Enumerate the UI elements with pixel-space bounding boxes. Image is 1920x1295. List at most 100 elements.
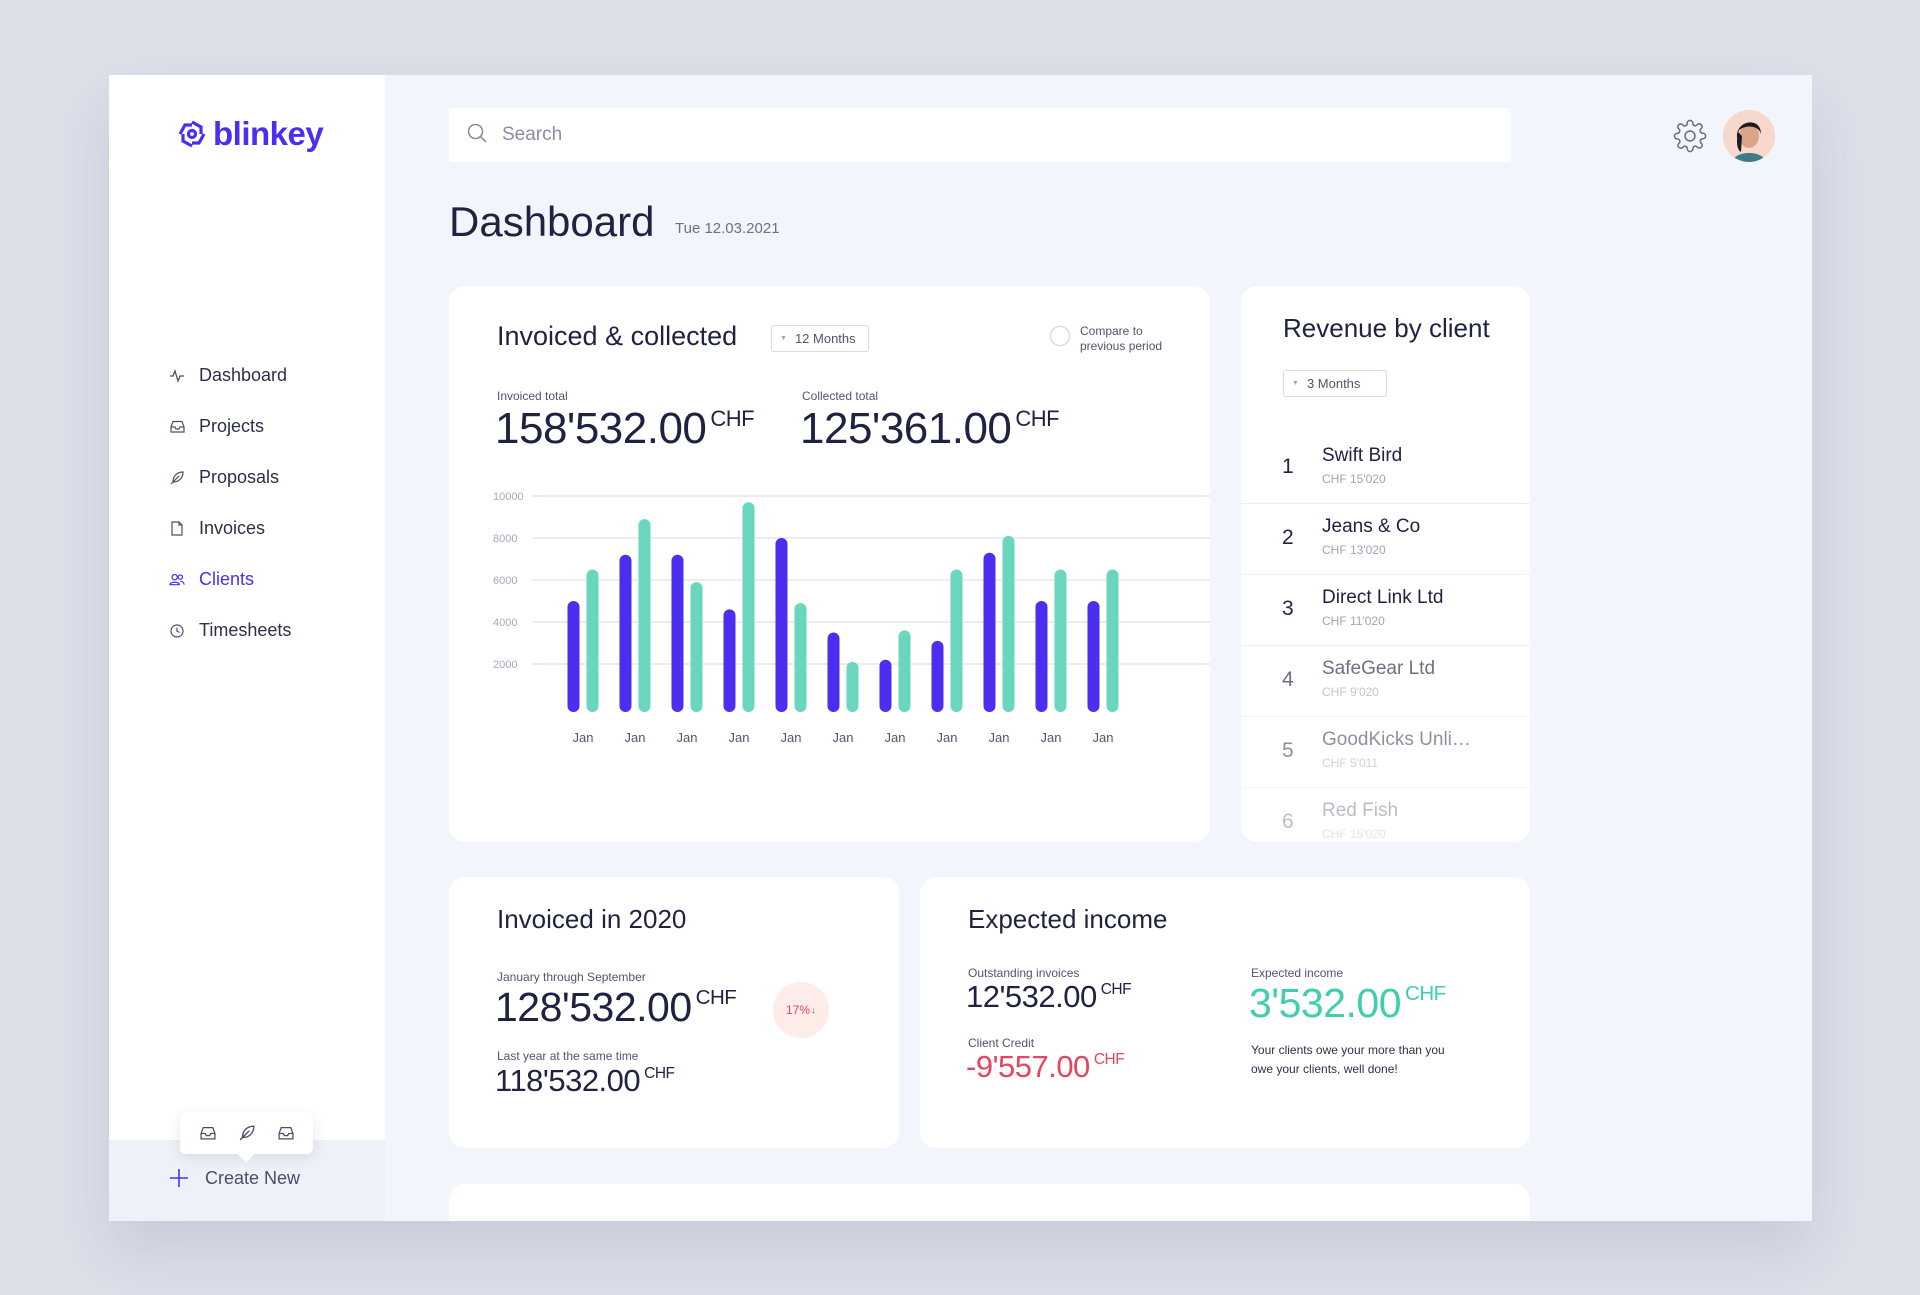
sidebar-item-invoices[interactable]: Invoices xyxy=(169,503,291,554)
search-icon xyxy=(466,122,488,149)
feather-icon[interactable] xyxy=(236,1122,258,1144)
file-icon xyxy=(169,521,185,537)
brand-logo[interactable]: blinkey xyxy=(177,115,324,153)
sidebar-nav: Dashboard Projects Proposals Invoices xyxy=(169,350,291,656)
currency-label: CHF xyxy=(644,1065,675,1082)
app-window: blinkey Dashboard Projects Proposals xyxy=(109,75,1812,1221)
last-year-value: 118'532.00 CHF xyxy=(495,1063,675,1099)
client-amount: CHF 5'011 xyxy=(1322,756,1379,770)
chart-bar xyxy=(1087,601,1100,712)
list-item[interactable]: 5 GoodKicks Unli… CHF 5'011 xyxy=(1241,717,1530,788)
expected-income-card: Expected income Outstanding invoices 12'… xyxy=(920,877,1530,1148)
search-input[interactable] xyxy=(502,124,1402,146)
collected-total-amount: 125'361.00 xyxy=(800,404,1012,453)
quick-create-popover xyxy=(180,1112,313,1154)
y-tick-label: 10000 xyxy=(493,491,524,503)
client-name: Red Fish xyxy=(1322,800,1399,821)
inbox-icon[interactable] xyxy=(197,1122,219,1144)
compare-radio[interactable] xyxy=(1050,326,1070,346)
outstanding-amount: 12'532.00 xyxy=(966,979,1097,1014)
client-name: Direct Link Ltd xyxy=(1322,587,1444,608)
sidebar-item-label: Timesheets xyxy=(199,620,292,640)
x-tick-label: Jan xyxy=(677,730,698,745)
card-title: Invoiced in 2020 xyxy=(497,904,687,934)
client-amount: CHF 9'020 xyxy=(1322,685,1379,699)
plus-icon xyxy=(169,1168,189,1189)
invoiced-total-amount: 158'532.00 xyxy=(495,404,707,453)
change-badge: 17% ↓ xyxy=(773,982,829,1038)
create-new-button[interactable]: Create New xyxy=(169,1168,300,1189)
last-year-amount: 118'532.00 xyxy=(495,1063,641,1098)
y-tick-label: 2000 xyxy=(493,659,517,671)
chart-bar xyxy=(742,502,755,712)
blinkey-logo-icon xyxy=(178,120,206,148)
chart-bar xyxy=(723,609,736,712)
client-rank: 4 xyxy=(1282,668,1294,691)
expected-income-value: 3'532.00 CHF xyxy=(1249,980,1446,1027)
currency-label: CHF xyxy=(710,406,755,431)
revenue-by-client-card: Revenue by client ▼ 3 Months 1 Swift Bir… xyxy=(1241,286,1530,842)
sidebar-item-label: Clients xyxy=(199,569,255,589)
sidebar-item-dashboard[interactable]: Dashboard xyxy=(169,350,291,401)
card-title: Revenue by client xyxy=(1283,313,1490,343)
currency-label: CHF xyxy=(695,986,737,1009)
arrow-down-icon: ↓ xyxy=(811,1004,817,1016)
gear-icon[interactable] xyxy=(1673,119,1707,158)
list-item[interactable]: 2 Jeans & Co CHF 13'020 xyxy=(1241,504,1530,575)
client-amount: CHF 15'020 xyxy=(1322,827,1386,841)
x-tick-label: Jan xyxy=(625,730,646,745)
y-tick-label: 8000 xyxy=(493,533,517,545)
list-item[interactable]: 6 Red Fish CHF 15'020 xyxy=(1241,788,1530,842)
invoiced-collected-chart: 2000 4000 6000 8000 10000 Jan Jan Jan Jan Jan Jan J… xyxy=(493,491,1210,745)
compare-toggle[interactable]: Compare to previous period xyxy=(1050,324,1170,354)
sidebar-item-projects[interactable]: Projects xyxy=(169,401,291,452)
period-label: January through September xyxy=(497,970,646,984)
list-item[interactable]: 4 SafeGear Ltd CHF 9'020 xyxy=(1241,646,1530,717)
invoiced-collected-card: Invoiced & collected ▼ 12 Months Compare… xyxy=(449,286,1210,842)
avatar[interactable] xyxy=(1723,110,1775,162)
feather-icon xyxy=(169,470,185,486)
chart-bar xyxy=(1054,569,1067,712)
invoiced-2020-card: Invoiced in 2020 January through Septemb… xyxy=(449,877,899,1148)
sidebar-item-clients[interactable]: Clients xyxy=(169,554,291,605)
chart-bar xyxy=(1106,569,1119,712)
client-rank: 3 xyxy=(1282,597,1294,620)
client-name: SafeGear Ltd xyxy=(1322,658,1436,679)
chart-bar xyxy=(879,659,892,712)
bottom-card xyxy=(449,1184,1530,1221)
sidebar: blinkey Dashboard Projects Proposals xyxy=(109,75,385,1221)
sidebar-item-proposals[interactable]: Proposals xyxy=(169,452,291,503)
chart-bar xyxy=(619,554,632,712)
revenue-client-list: 1 Swift Bird CHF 15'020 2 Jeans & Co CHF… xyxy=(1241,433,1530,842)
card-title: Invoiced & collected xyxy=(497,321,738,351)
create-new-label: Create New xyxy=(205,1168,301,1188)
chart-bar xyxy=(638,519,651,712)
sidebar-item-timesheets[interactable]: Timesheets xyxy=(169,605,291,656)
list-item[interactable]: 1 Swift Bird CHF 15'020 xyxy=(1241,433,1530,504)
client-credit-amount: -9'557.00 xyxy=(966,1049,1090,1084)
period-select[interactable]: ▼ 3 Months xyxy=(1283,370,1387,397)
sidebar-item-label: Projects xyxy=(199,416,265,436)
sidebar-item-label: Proposals xyxy=(199,467,280,487)
expected-income-amount: 3'532.00 xyxy=(1249,980,1402,1026)
client-rank: 2 xyxy=(1282,526,1294,549)
x-tick-label: Jan xyxy=(1093,730,1114,745)
client-rank: 6 xyxy=(1282,810,1294,833)
x-tick-label: Jan xyxy=(573,730,594,745)
list-item[interactable]: 3 Direct Link Ltd CHF 11'020 xyxy=(1241,575,1530,646)
chart-bar xyxy=(794,603,807,712)
chart-bar xyxy=(690,582,703,712)
client-rank: 5 xyxy=(1282,739,1294,762)
invoiced-2020-value: 128'532.00 CHF xyxy=(495,984,737,1031)
chart-bar xyxy=(1002,535,1015,712)
chart-bar xyxy=(567,601,580,712)
brand-name: blinkey xyxy=(213,115,324,152)
users-icon xyxy=(169,572,185,588)
period-select[interactable]: ▼ 12 Months xyxy=(771,325,869,352)
currency-label: CHF xyxy=(1405,982,1446,1005)
outstanding-label: Outstanding invoices xyxy=(968,966,1080,980)
inbox-icon[interactable] xyxy=(275,1122,297,1144)
x-tick-label: Jan xyxy=(989,730,1010,745)
chart-bar xyxy=(775,538,788,712)
page-date: Tue 12.03.2021 xyxy=(675,220,780,237)
